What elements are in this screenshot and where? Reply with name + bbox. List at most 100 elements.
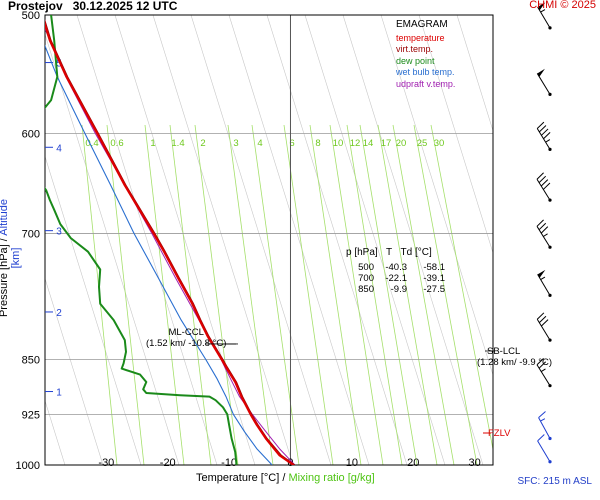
ml-ccl-detail: (1.52 km/ -10.8 °C) [146, 338, 227, 349]
altitude-tick-label: 4 [56, 143, 62, 154]
plot-frame [44, 14, 494, 466]
table-row: 850 -9.9 -27.5 [358, 284, 445, 295]
mixing-ratio-line [106, 124, 145, 465]
mixing-ratio-line [346, 124, 403, 465]
pressure-tick-label: 850 [22, 354, 40, 366]
mixing-ratio-label: 10 [333, 138, 344, 149]
ml-ccl-label: ML-CCL [168, 327, 204, 338]
mixing-ratio-line [329, 124, 384, 465]
sb-lcl-detail: (1.28 km/ -9.9 °C) [477, 357, 553, 368]
altitude-tick-label: 1 [56, 388, 62, 399]
station-name: Prostejov [8, 0, 63, 13]
dry-adiabat-line [418, 15, 493, 254]
mixing-ratio-label: 4 [257, 138, 262, 149]
altitude-tick-label: 5 [56, 59, 62, 70]
temperature-axis-label: Temperature [°C] [196, 472, 280, 484]
wind-barb [536, 357, 552, 388]
mixing-ratio-axis-label: Mixing ratio [g/kg] [288, 472, 375, 484]
dry-adiabat-line [380, 15, 493, 377]
altitude-tick-label: 3 [56, 227, 62, 238]
legend-title: EMAGRAM [396, 19, 448, 30]
mixing-ratio-line [359, 124, 418, 465]
dry-adiabat-line [495, 15, 600, 465]
sb-lcl-label: SB-LCL [487, 346, 521, 357]
mixing-ratio-line [430, 124, 493, 452]
mixing-ratio-label: 25 [417, 138, 428, 149]
table-header: p [hPa] T Td [°C] [346, 247, 432, 258]
fzlv-label: FZLV [488, 428, 511, 439]
pressure-tick-label: 600 [22, 128, 40, 140]
dry-adiabat-line [45, 155, 142, 465]
dry-adiabat-line [45, 277, 104, 465]
mixing-ratio-line [144, 124, 185, 465]
dry-adiabat-line [228, 15, 370, 465]
pressure-tick-label: 1000 [16, 460, 40, 472]
mixing-ratio-line [251, 124, 300, 465]
temperature-tick-label: 30 [468, 457, 480, 469]
mixing-ratio-label: 14 [363, 138, 374, 149]
wind-barb [538, 411, 552, 441]
legend: EMAGRAM temperature virt.temp. dew point… [396, 19, 455, 90]
mixing-ratio-label: 30 [434, 138, 445, 149]
mixing-ratio-label: 0.4 [85, 138, 98, 149]
dew-point-line [45, 15, 238, 465]
dry-adiabat-line [456, 15, 493, 132]
dry-adiabat-line [342, 15, 484, 465]
mixing-ratio-line [283, 124, 334, 465]
copyright-notice: CHMI © 2025 [529, 0, 596, 11]
temperature-tick-label: 10 [346, 457, 358, 469]
legend-virtual-temperature: virt.temp. [396, 44, 434, 54]
mixing-ratio-label: 1 [150, 138, 155, 149]
wind-barb [536, 219, 552, 249]
mixing-ratio-line [377, 124, 438, 465]
sounding-table: p [hPa] T Td [°C] 500 -40.3 -58.1 700 -22.1… [346, 247, 445, 295]
temperature-tick-label: -30 [98, 457, 114, 469]
updraft-line [45, 27, 296, 465]
virtual-temperature-line [45, 18, 296, 465]
dry-adiabat-line [45, 33, 180, 465]
dry-adiabat-line [190, 15, 332, 465]
temperature-tick-label: 20 [407, 457, 419, 469]
legend-updraft: udpraft v.temp. [396, 78, 456, 89]
wind-barb [536, 312, 552, 342]
legend-dew-point: dew point [396, 55, 435, 66]
sb-lcl-annotation: SB-LCL (1.28 km/ -9.9 °C) [477, 346, 552, 368]
altitude-tick-label: 2 [56, 308, 62, 319]
wind-barb [536, 121, 552, 151]
dry-adiabat-line [152, 15, 294, 465]
mixing-ratio-line [413, 124, 478, 465]
wind-barb [537, 269, 552, 297]
legend-wet-bulb: wet bulb temp. [396, 67, 455, 77]
ml-ccl-annotation: ML-CCL (1.52 km/ -10.8 °C) [146, 327, 226, 349]
x-axis-label: Temperature [°C] / Mixing ratio [g/kg] [196, 472, 375, 484]
mixing-ratio-label: 6 [289, 138, 294, 149]
mixing-ratio-line [392, 124, 455, 465]
temperature-tick-label: -20 [160, 457, 176, 469]
mixing-ratio-label: 17 [381, 138, 392, 149]
pressure-tick-label: 500 [22, 10, 40, 22]
pressure-label: Pressure [hPa] [0, 244, 10, 318]
mixing-ratio-label: 20 [396, 138, 407, 149]
dry-adiabat-line [266, 15, 408, 465]
dry-adiabat-line [571, 15, 600, 465]
surface-elevation: SFC: 215 m ASL [517, 476, 592, 487]
legend-temperature: temperature [396, 32, 445, 43]
y-axis-label: Pressure [hPa] / Altitude [km] [0, 188, 22, 328]
mixing-ratio-label: 8 [315, 138, 320, 149]
mixing-ratio-label: 1.4 [171, 138, 184, 149]
wet-bulb-line [45, 44, 273, 465]
mixing-ratio-label: 2 [200, 138, 205, 149]
dry-adiabat-line [304, 15, 446, 465]
wind-barb [536, 172, 552, 202]
dry-adiabat-line [114, 15, 256, 465]
wind-barb [536, 68, 552, 96]
temperature-tick-label: -10 [221, 457, 237, 469]
table-row: 700 -22.1 -39.1 [358, 273, 445, 284]
sounding-datetime: 30.12.2025 12 UTC [72, 0, 178, 13]
wind-barb [537, 2, 552, 30]
mixing-ratio-line [169, 124, 212, 465]
table-row: 500 -40.3 -58.1 [358, 262, 445, 273]
mixing-ratio-line [309, 124, 362, 465]
mixing-ratio-label: 0.6 [110, 138, 123, 149]
